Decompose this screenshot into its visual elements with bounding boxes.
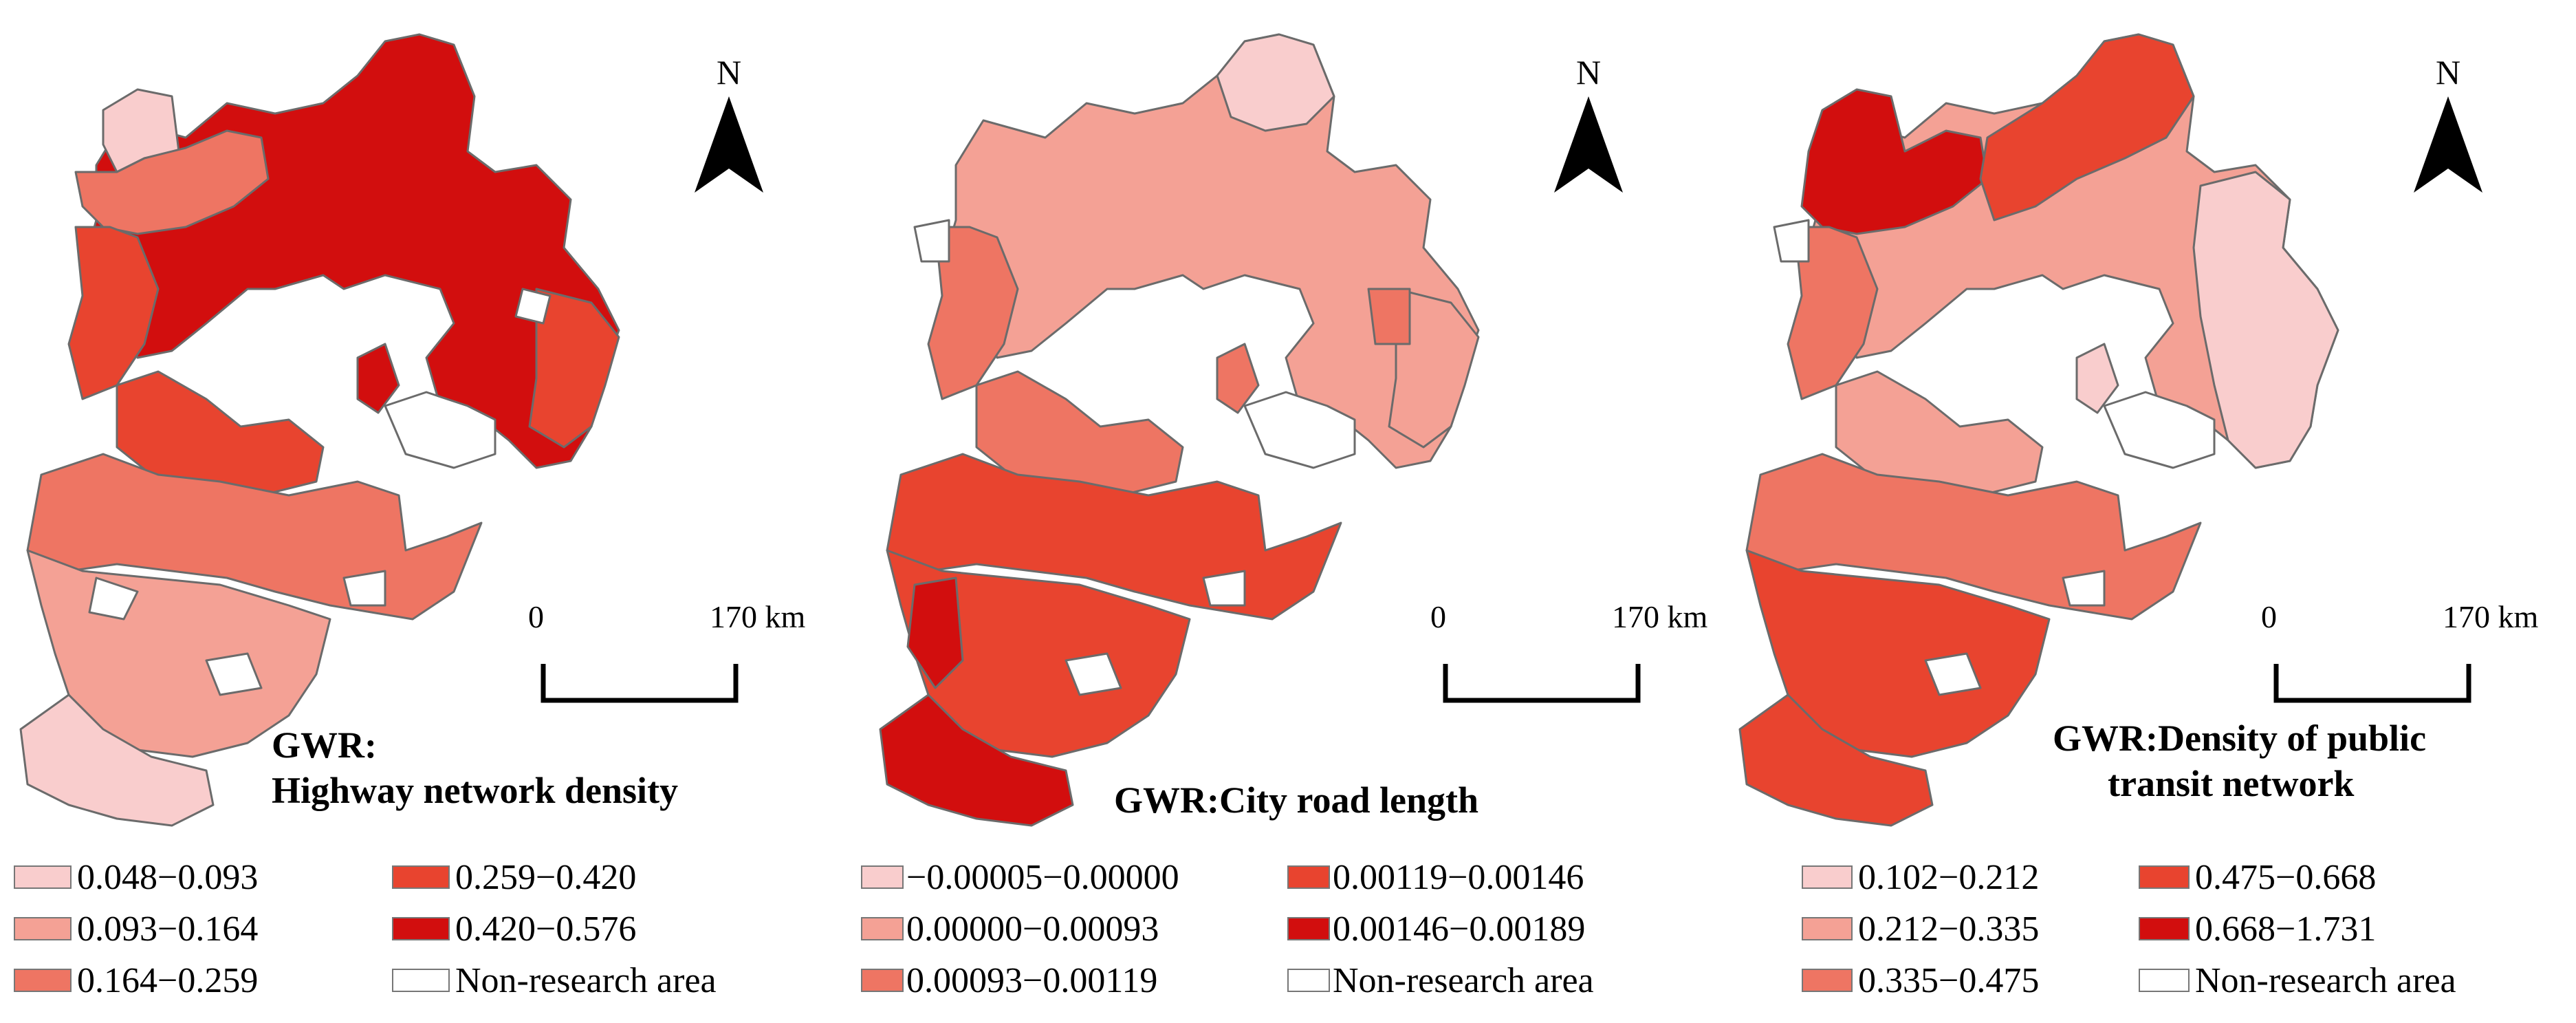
scale-bar-line: [1443, 664, 1641, 703]
legend-item: Non-research area: [1287, 960, 1594, 1001]
scale-bar-line: [2273, 664, 2471, 703]
scale-start-label: 0: [528, 599, 544, 634]
legend-label: 0.335−0.475: [1858, 960, 2040, 1000]
legend-item: 0.093−0.164: [14, 908, 258, 949]
legend-item: Non-research area: [2139, 960, 2456, 1001]
north-arrow: N: [1547, 55, 1630, 210]
legend-swatch: [14, 865, 72, 889]
legend-swatch: [1802, 969, 1853, 992]
legend-item: 0.475−0.668: [2139, 857, 2376, 898]
map-title-line1: GWR:City road length: [1114, 779, 1479, 821]
legend-label: 0.048−0.093: [77, 857, 259, 897]
legend-swatch: [14, 969, 72, 992]
legend-swatch: [861, 865, 904, 889]
map-panel-city-road: N 0 170 km GWR:City road length −0.00005…: [860, 0, 1719, 1023]
legend-label: 0.668−1.731: [2195, 909, 2377, 949]
legend-swatch: [2139, 917, 2190, 940]
scale-bar-line: [541, 664, 739, 703]
north-arrow: N: [688, 55, 770, 210]
north-label: N: [2435, 53, 2461, 91]
legend-item: 0.259−0.420: [392, 857, 636, 898]
legend-swatch: [392, 865, 450, 889]
legend: 0.048−0.093 0.093−0.164 0.164−0.259 0.25…: [14, 857, 839, 1015]
legend-item: 0.102−0.212: [1802, 857, 2039, 898]
legend-label: Non-research area: [455, 960, 717, 1000]
map-title-line2: Highway network density: [272, 770, 679, 811]
legend-label: 0.00119−0.00146: [1333, 857, 1584, 897]
legend-swatch: [861, 917, 904, 940]
map-title-line2: transit network: [2108, 763, 2355, 804]
legend-swatch: [392, 917, 450, 940]
legend-swatch: [1802, 865, 1853, 889]
legend-swatch: [2139, 969, 2190, 992]
legend-label: 0.475−0.668: [2195, 857, 2377, 897]
legend-swatch: [861, 969, 904, 992]
legend-swatch: [392, 969, 450, 992]
legend-item: 0.00146−0.00189: [1287, 908, 1585, 949]
legend-label: 0.00146−0.00189: [1333, 909, 1586, 949]
legend: 0.102−0.212 0.212−0.335 0.335−0.475 0.47…: [1802, 857, 2572, 1015]
legend-label: 0.102−0.212: [1858, 857, 2040, 897]
north-arrow-icon: [695, 96, 763, 193]
legend-label: 0.00000−0.00093: [906, 909, 1159, 949]
choropleth-map-public-transit: [1738, 33, 2339, 827]
legend-label: Non-research area: [1333, 960, 1594, 1000]
legend-item: 0.164−0.259: [14, 960, 258, 1001]
scale-end-label: 170 km: [1612, 599, 1708, 634]
legend-swatch: [1287, 969, 1330, 992]
legend-label: −0.00005−0.00000: [906, 857, 1179, 897]
map-title: GWR:Density of public transit network: [2053, 715, 2426, 806]
scale-bar: 0 170 km: [2261, 599, 2538, 709]
legend-swatch: [2139, 865, 2190, 889]
legend-swatch: [1287, 865, 1330, 889]
map-title: GWR: Highway network density: [272, 722, 678, 813]
north-label: N: [1575, 53, 1602, 91]
legend-item: 0.668−1.731: [2139, 908, 2376, 949]
legend-label: 0.420−0.576: [455, 909, 637, 949]
legend-label: 0.00093−0.00119: [906, 960, 1158, 1000]
map-title-line1: GWR:Density of public: [2053, 718, 2427, 759]
legend-label: 0.259−0.420: [455, 857, 637, 897]
legend-item: 0.212−0.335: [1802, 908, 2039, 949]
legend-swatch: [1287, 917, 1330, 940]
scale-bar: 0 170 km: [528, 599, 805, 709]
legend-item: −0.00005−0.00000: [861, 857, 1179, 898]
map-title: GWR:City road length: [1114, 777, 1478, 823]
legend: −0.00005−0.00000 0.00000−0.00093 0.00093…: [861, 857, 1714, 1015]
north-arrow: N: [2407, 55, 2489, 210]
scale-end-label: 170 km: [2443, 599, 2539, 634]
legend-item: 0.335−0.475: [1802, 960, 2039, 1001]
choropleth-map-highway: [19, 33, 620, 827]
scale-bar: 0 170 km: [1430, 599, 1707, 709]
north-label: N: [716, 53, 742, 91]
map-panel-public-transit: N 0 170 km GWR:Density of public transit…: [1719, 0, 2576, 1023]
legend-item: Non-research area: [392, 960, 717, 1001]
legend-item: 0.048−0.093: [14, 857, 258, 898]
legend-item: 0.00119−0.00146: [1287, 857, 1584, 898]
legend-item: 0.420−0.576: [392, 908, 636, 949]
legend-label: 0.212−0.335: [1858, 909, 2040, 949]
scale-end-label: 170 km: [710, 599, 806, 634]
north-arrow-icon: [1554, 96, 1623, 193]
legend-label: 0.164−0.259: [77, 960, 259, 1000]
legend-item: 0.00093−0.00119: [861, 960, 1157, 1001]
legend-swatch: [14, 917, 72, 940]
choropleth-map-city-road: [879, 33, 1480, 827]
scale-start-label: 0: [2261, 599, 2277, 634]
map-title-line1: GWR:: [272, 724, 377, 766]
legend-item: 0.00000−0.00093: [861, 908, 1159, 949]
scale-start-label: 0: [1430, 599, 1446, 634]
north-arrow-icon: [2414, 96, 2482, 193]
map-panel-highway: N 0 170 km GWR: Highway network density …: [0, 0, 860, 1023]
legend-label: Non-research area: [2195, 960, 2456, 1000]
legend-label: 0.093−0.164: [77, 909, 259, 949]
legend-swatch: [1802, 917, 1853, 940]
